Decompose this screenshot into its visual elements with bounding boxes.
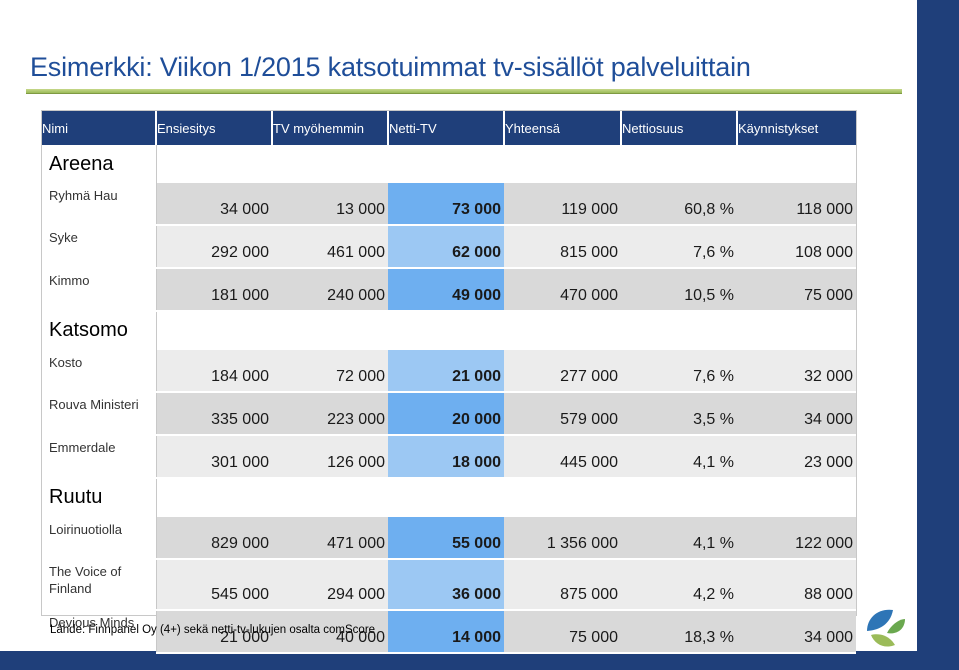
table-row: Kosto 184 000 72 000 21 000 277 000 7,6 % 32 0… [42,350,856,393]
cell-netti-tv: 18 000 [388,435,504,479]
column-header-kaynnistykset: Käynnistykset [737,111,856,145]
cell-netti-tv: 21 000 [388,350,504,393]
cell-tv-myohemmin: 240 000 [272,268,388,312]
cell-nettiosuus: 60,8 % [621,183,737,226]
cell-nettiosuus: 4,2 % [621,559,737,611]
cell-tv-myohemmin: 223 000 [272,392,388,436]
section-title: Ruutu [42,478,157,517]
cell-kaynnistykset: 88 000 [737,559,856,611]
section-row-areena: Areena [42,145,856,183]
cell-tv-myohemmin: 126 000 [272,435,388,479]
cell-yhteensa: 875 000 [504,559,621,611]
cell-yhteensa: 75 000 [504,610,621,654]
right-accent-bar [917,0,959,670]
source-note: Lähde: Finnpanel Oy (4+) sekä netti-tv-l… [50,624,376,636]
table-row: Kimmo 181 000 240 000 49 000 470 000 10,5 % 75… [42,268,856,312]
table-row: Rouva Ministeri 335 000 223 000 20 000 579 0… [42,392,856,436]
column-header-netti-tv: Netti-TV [388,111,505,145]
cell-kaynnistykset: 34 000 [737,392,856,436]
bottom-accent-bar [0,651,917,670]
cell-ensiesitys: 34 000 [156,183,272,226]
table-header-row: Nimi Ensiesitys TV myöhemmin Netti-TV Yh… [42,111,856,145]
table-row: Ryhmä Hau 34 000 13 000 73 000 119 000 60,8 %… [42,183,856,226]
cell-ensiesitys: 335 000 [156,392,272,436]
cell-yhteensa: 119 000 [504,183,621,226]
program-name: Kosto [42,350,157,392]
cell-kaynnistykset: 75 000 [737,268,856,312]
cell-nettiosuus: 4,1 % [621,517,737,560]
section-row-katsomo: Katsomo [42,311,856,350]
cell-ensiesitys: 21 000 [156,610,272,654]
cell-kaynnistykset: 108 000 [737,225,856,269]
program-name: The Voice of Finland [42,559,157,610]
cell-ensiesitys: 184 000 [156,350,272,393]
cell-nettiosuus: 10,5 % [621,268,737,312]
cell-tv-myohemmin: 40 000 [272,610,388,654]
program-name: Emmerdale [42,435,157,478]
table-row: Loirinuotiolla 829 000 471 000 55 000 1 356 … [42,517,856,560]
column-header-ensiesitys: Ensiesitys [156,111,273,145]
cell-kaynnistykset: 118 000 [737,183,856,226]
section-spacer [156,311,856,350]
section-title: Katsomo [42,311,157,350]
cell-netti-tv: 36 000 [388,559,504,611]
cell-yhteensa: 277 000 [504,350,621,393]
column-header-name: Nimi [42,111,157,145]
cell-kaynnistykset: 23 000 [737,435,856,479]
cell-kaynnistykset: 32 000 [737,350,856,393]
column-header-nettiosuus: Nettiosuus [621,111,738,145]
cell-nettiosuus: 3,5 % [621,392,737,436]
cell-tv-myohemmin: 471 000 [272,517,388,560]
cell-kaynnistykset: 34 000 [737,610,856,654]
cell-yhteensa: 1 356 000 [504,517,621,560]
cell-ensiesitys: 829 000 [156,517,272,560]
program-name: Ryhmä Hau [42,183,157,225]
cell-nettiosuus: 7,6 % [621,350,737,393]
cell-netti-tv: 20 000 [388,392,504,436]
cell-netti-tv: 55 000 [388,517,504,560]
cell-netti-tv: 49 000 [388,268,504,312]
program-name: Devious Minds [42,610,157,653]
cell-nettiosuus: 18,3 % [621,610,737,654]
cell-tv-myohemmin: 72 000 [272,350,388,393]
table-row: The Voice of Finland 545 000 294 000 36 000… [42,559,856,611]
cell-ensiesitys: 545 000 [156,559,272,611]
table-row: Devious Minds 21 000 40 000 14 000 75 000 18,… [42,610,856,654]
table-row: Emmerdale 301 000 126 000 18 000 445 000 4,1 … [42,435,856,479]
cell-netti-tv: 14 000 [388,610,504,654]
cell-nettiosuus: 7,6 % [621,225,737,269]
program-name: Syke [42,225,157,268]
title-underline [26,89,902,94]
column-header-tv-myohemmin: TV myöhemmin [272,111,389,145]
slide-title: Esimerkki: Viikon 1/2015 katsotuimmat tv… [30,52,751,82]
cell-netti-tv: 73 000 [388,183,504,226]
cell-yhteensa: 579 000 [504,392,621,436]
section-row-ruutu: Ruutu [42,478,856,517]
ratings-table: Nimi Ensiesitys TV myöhemmin Netti-TV Yh… [42,111,856,654]
cell-tv-myohemmin: 294 000 [272,559,388,611]
cell-yhteensa: 470 000 [504,268,621,312]
program-name: Loirinuotiolla [42,517,157,559]
leaf-logo-icon [867,609,905,647]
program-name: Rouva Ministeri [42,392,157,435]
cell-yhteensa: 815 000 [504,225,621,269]
cell-netti-tv: 62 000 [388,225,504,269]
cell-ensiesitys: 301 000 [156,435,272,479]
section-spacer [156,478,856,517]
table-row: Syke 292 000 461 000 62 000 815 000 7,6 % 108 … [42,225,856,269]
cell-tv-myohemmin: 13 000 [272,183,388,226]
cell-tv-myohemmin: 461 000 [272,225,388,269]
cell-ensiesitys: 292 000 [156,225,272,269]
cell-yhteensa: 445 000 [504,435,621,479]
section-title: Areena [42,145,157,183]
section-spacer [156,145,856,183]
program-name: Kimmo [42,268,157,311]
cell-kaynnistykset: 122 000 [737,517,856,560]
column-header-yhteensa: Yhteensä [504,111,622,145]
cell-ensiesitys: 181 000 [156,268,272,312]
cell-nettiosuus: 4,1 % [621,435,737,479]
